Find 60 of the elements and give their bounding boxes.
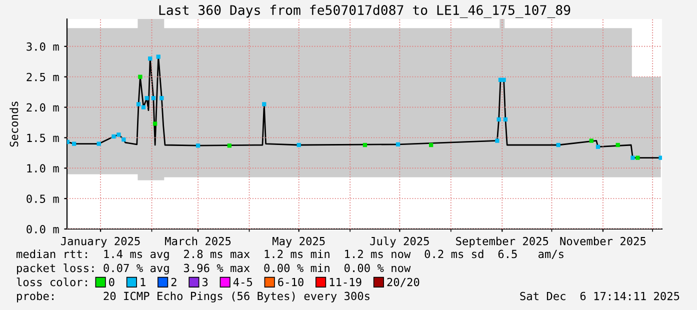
x-tick-label: May 2025 bbox=[272, 236, 325, 248]
legend-label: 20/20 bbox=[387, 278, 420, 288]
chart-title: Last 360 Days from fe507017d087 to LE1_46_175_107_89 bbox=[159, 4, 570, 18]
x-tick-label: September 2025 bbox=[456, 236, 548, 248]
legend-label: 3 bbox=[202, 278, 208, 286]
point bbox=[262, 102, 266, 106]
point bbox=[196, 144, 200, 148]
point bbox=[138, 74, 142, 79]
y-tick-label: 3.0 m bbox=[26, 42, 59, 51]
legend-label: 6-10 bbox=[278, 278, 304, 286]
text: median rtt: 1.4 ms avg 2.8 ms max 1.2 ms min 1.2 ms now 0.2 ms sd 6.5 am/s bbox=[16, 250, 564, 260]
legend-label: 11-19 bbox=[330, 278, 362, 286]
y-axis-title: Seconds bbox=[10, 102, 18, 147]
y-tick-label: 1.5 m bbox=[27, 134, 59, 142]
y-tick-label: 0.0 m bbox=[26, 225, 59, 234]
legend-label: 2 bbox=[171, 278, 176, 286]
point bbox=[122, 137, 126, 142]
y-tick-label: 2.0 m bbox=[26, 103, 59, 112]
point bbox=[556, 142, 560, 148]
point bbox=[636, 156, 640, 160]
point bbox=[296, 142, 301, 148]
point bbox=[495, 138, 500, 143]
legend-title: loss color: bbox=[16, 278, 87, 286]
point bbox=[589, 138, 594, 143]
point bbox=[596, 144, 600, 149]
y-tick-label: 1.0 m bbox=[27, 164, 59, 173]
point bbox=[658, 156, 662, 160]
point bbox=[616, 142, 620, 148]
x-tick-label: July 2025 bbox=[370, 236, 429, 248]
point bbox=[144, 96, 149, 100]
point bbox=[496, 117, 501, 122]
point bbox=[151, 96, 156, 100]
point bbox=[96, 142, 101, 146]
legend-label: 1 bbox=[140, 278, 146, 286]
legend-label: 4-5 bbox=[233, 278, 252, 286]
x-tick-label: March 2025 bbox=[165, 236, 231, 246]
text: packet loss: 0.07 % avg 3.96 % max 0.00 % min 0.00 % now bbox=[17, 264, 411, 274]
point bbox=[428, 142, 434, 148]
point bbox=[396, 142, 400, 146]
point bbox=[112, 134, 116, 139]
point bbox=[141, 105, 146, 110]
point bbox=[227, 144, 232, 148]
text: probe: 20 ICMP Echo Pings (56 Bytes) every 300s bbox=[17, 292, 370, 302]
point bbox=[152, 122, 158, 126]
point bbox=[136, 102, 141, 106]
point bbox=[116, 132, 121, 137]
point bbox=[630, 156, 635, 160]
y-tick-label: 2.5 m bbox=[26, 72, 59, 82]
point bbox=[502, 78, 506, 82]
point bbox=[156, 54, 160, 59]
text: Sat Dec 6 17:14:11 2025 bbox=[520, 292, 680, 300]
point bbox=[362, 142, 368, 148]
legend-label: 0 bbox=[109, 278, 114, 286]
point bbox=[148, 56, 152, 61]
x-tick-label: January 2025 bbox=[60, 236, 140, 248]
y-tick-label: 0.5 m bbox=[26, 194, 59, 203]
point bbox=[160, 96, 164, 100]
point bbox=[72, 142, 76, 146]
x-tick-label: November 2025 bbox=[560, 236, 646, 246]
point bbox=[503, 117, 508, 122]
